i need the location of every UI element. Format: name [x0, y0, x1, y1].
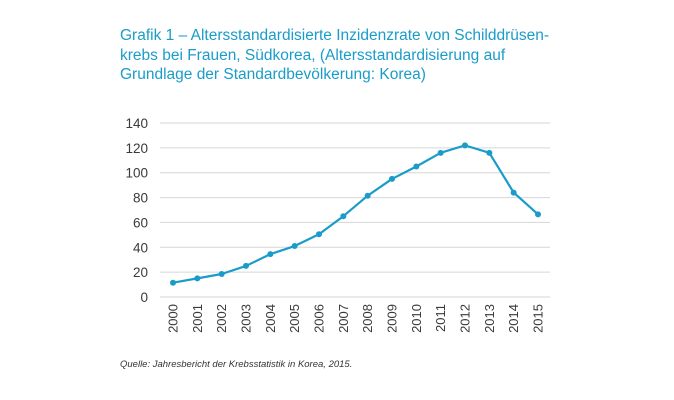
x-tick-label-2003: 2003	[239, 304, 254, 333]
data-point-2014	[510, 189, 517, 196]
y-tick-label-60: 60	[133, 215, 148, 230]
y-tick-label-140: 140	[125, 116, 148, 131]
chart-title: Grafik 1 – Altersstandardisierte Inziden…	[120, 26, 560, 85]
x-tick-label-2010: 2010	[409, 304, 424, 333]
data-point-2013	[486, 149, 493, 156]
x-tick-label-2014: 2014	[506, 304, 521, 333]
data-point-2004	[267, 251, 274, 258]
y-tick-label-0: 0	[140, 290, 148, 305]
series-line-0	[172, 144, 539, 284]
chart-title-line-3: Grundlage der Standardbevölkerung: Korea…	[120, 66, 426, 83]
x-tick-label-2015: 2015	[531, 304, 546, 333]
y-tick-label-100: 100	[125, 166, 148, 181]
x-tick-label-2008: 2008	[360, 304, 375, 333]
data-point-2007	[340, 213, 347, 220]
data-point-2003	[243, 262, 249, 269]
x-tick-label-2009: 2009	[385, 304, 400, 333]
x-tick-label-2001: 2001	[190, 304, 205, 333]
data-point-2010	[413, 163, 420, 170]
data-point-2000	[170, 279, 176, 286]
data-point-2009	[389, 175, 395, 182]
data-point-2008	[364, 192, 371, 199]
x-tick-label-2005: 2005	[287, 304, 302, 333]
x-tick-label-2004: 2004	[263, 304, 278, 333]
data-point-2005	[291, 243, 298, 250]
data-point-2006	[316, 231, 322, 238]
data-point-2012	[462, 142, 468, 149]
x-tick-label-2000: 2000	[166, 304, 181, 333]
data-point-2002	[218, 271, 225, 278]
data-point-2011	[437, 149, 444, 156]
x-tick-label-2012: 2012	[458, 304, 473, 333]
data-point-2015	[535, 211, 541, 218]
data-point-2001	[194, 275, 201, 282]
x-tick-label-2011: 2011	[433, 304, 448, 332]
y-tick-label-20: 20	[133, 265, 148, 280]
x-tick-label-2006: 2006	[312, 304, 327, 333]
x-tick-label-2007: 2007	[336, 304, 351, 333]
x-tick-label-2002: 2002	[214, 304, 229, 333]
y-tick-label-40: 40	[133, 240, 148, 255]
y-tick-label-80: 80	[133, 191, 148, 206]
source-note: Quelle: Jahresbericht der Krebsstatistik…	[120, 359, 353, 370]
chart-title-line-2: krebs bei Frauen, Südkorea, (Altersstand…	[120, 46, 506, 64]
y-tick-label-120: 120	[125, 141, 148, 156]
x-tick-label-2013: 2013	[482, 304, 497, 333]
chart-title-line-1: Grafik 1 – Altersstandardisierte Inziden…	[120, 27, 550, 44]
